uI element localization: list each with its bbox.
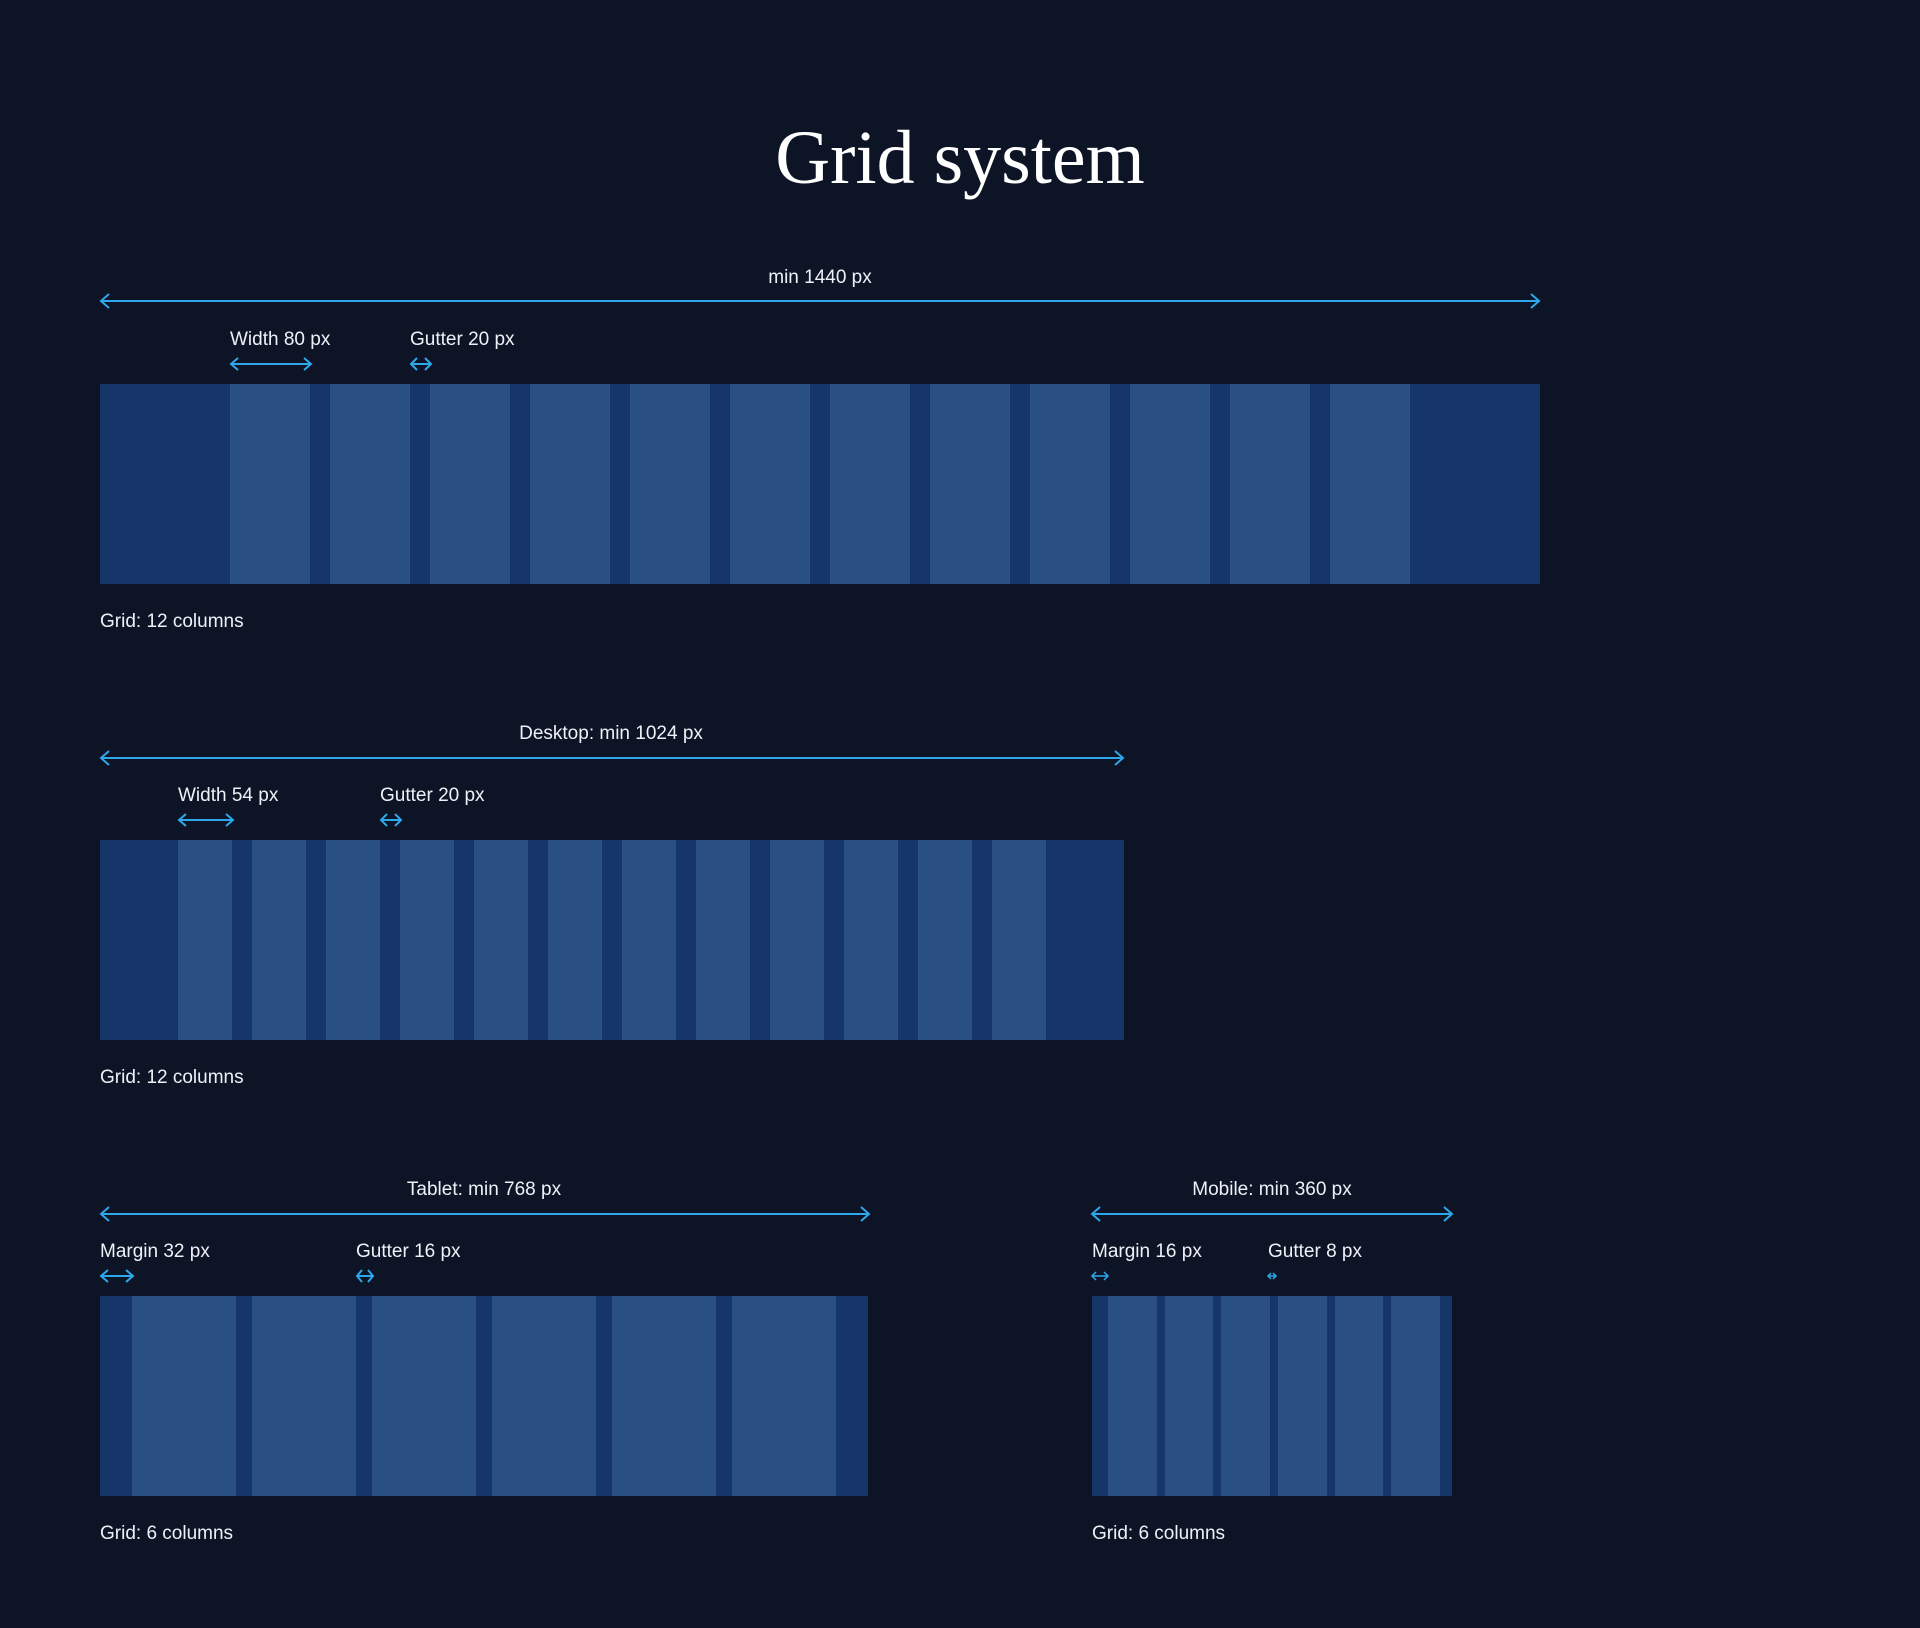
grid-desktop-column <box>326 840 380 1040</box>
grid-mobile-gutter-label: Gutter 8 px <box>1268 1241 1362 1262</box>
grid-wide-width-label: Width 80 px <box>230 329 331 350</box>
grid-tablet-band <box>100 1296 868 1496</box>
grid-desktop-caption: Grid: 12 columns <box>100 1067 244 1088</box>
grid-desktop-column <box>252 840 306 1040</box>
grid-wide-heading: min 1440 px <box>768 267 872 288</box>
grid-wide-gutter-arrow <box>409 357 433 371</box>
grid-desktop-column <box>992 840 1046 1040</box>
grid-tablet-caption: Grid: 6 columns <box>100 1523 234 1544</box>
grid-wide-column <box>630 384 710 584</box>
page-title: Grid system <box>775 116 1145 200</box>
grid-tablet-gutter-label: Gutter 16 px <box>356 1241 461 1262</box>
grid-wide-column <box>430 384 510 584</box>
grid-mobile-span-arrow <box>1090 1206 1454 1222</box>
grid-tablet-column <box>372 1296 476 1496</box>
grid-tablet-column <box>492 1296 596 1496</box>
grid-wide-column <box>1130 384 1210 584</box>
grid-wide-column <box>730 384 810 584</box>
grid-wide-width-arrow <box>229 357 313 371</box>
grid-desktop-column <box>622 840 676 1040</box>
grid-wide-column <box>1030 384 1110 584</box>
grid-wide-column <box>1330 384 1410 584</box>
grid-mobile-column <box>1278 1296 1327 1496</box>
grid-wide-column <box>830 384 910 584</box>
grid-wide-column <box>530 384 610 584</box>
grid-mobile-margin-arrow <box>1090 1271 1110 1281</box>
grid-mobile-column <box>1334 1296 1384 1496</box>
grid-mobile-column <box>1221 1296 1270 1496</box>
grid-desktop-band <box>100 840 1124 1040</box>
grid-tablet-margin-arrow <box>99 1269 135 1283</box>
grid-desktop-column <box>696 840 750 1040</box>
grid-tablet-gutter-arrow <box>355 1269 375 1283</box>
grid-desktop-span-arrow <box>99 750 1125 766</box>
grid-tablet-column <box>732 1296 836 1496</box>
grid-desktop-gutter-arrow <box>379 813 403 827</box>
grid-mobile-gutter-arrow <box>1266 1272 1278 1280</box>
grid-wide-gutter-label: Gutter 20 px <box>410 329 515 350</box>
grid-tablet-margin-label: Margin 32 px <box>100 1241 210 1262</box>
grid-tablet-column <box>132 1296 236 1496</box>
grid-desktop-width-label: Width 54 px <box>178 785 279 806</box>
grid-mobile-band <box>1092 1296 1452 1496</box>
grid-mobile-margin-label: Margin 16 px <box>1092 1241 1202 1262</box>
grid-desktop-gutter-label: Gutter 20 px <box>380 785 485 806</box>
grid-desktop-column <box>474 840 528 1040</box>
grid-desktop-column <box>844 840 898 1040</box>
grid-tablet-column <box>612 1296 716 1496</box>
grid-tablet-heading: Tablet: min 768 px <box>406 1179 562 1200</box>
grid-tablet-column <box>252 1296 356 1496</box>
grid-desktop-column <box>918 840 972 1040</box>
grid-desktop-column <box>770 840 824 1040</box>
grid-tablet-span-arrow <box>99 1206 871 1222</box>
grid-mobile-column <box>1164 1296 1214 1496</box>
grid-desktop-column <box>178 840 232 1040</box>
grid-wide-span-arrow <box>99 293 1541 309</box>
grid-wide-band <box>100 384 1540 584</box>
grid-wide-column <box>930 384 1010 584</box>
grid-mobile-column <box>1108 1296 1157 1496</box>
grid-desktop-heading: Desktop: min 1024 px <box>519 723 703 744</box>
grid-desktop-column <box>400 840 454 1040</box>
grid-wide-column <box>230 384 310 584</box>
grid-wide-column <box>1230 384 1310 584</box>
grid-wide-caption: Grid: 12 columns <box>100 611 244 632</box>
grid-desktop-column <box>548 840 602 1040</box>
grid-mobile-caption: Grid: 6 columns <box>1092 1523 1226 1544</box>
grid-mobile-column <box>1391 1296 1440 1496</box>
grid-desktop-width-arrow <box>177 813 235 827</box>
grid-wide-column <box>330 384 410 584</box>
grid-mobile-heading: Mobile: min 360 px <box>1192 1179 1352 1200</box>
